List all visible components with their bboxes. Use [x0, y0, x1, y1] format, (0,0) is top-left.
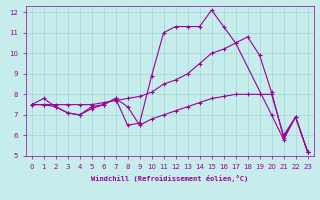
- X-axis label: Windchill (Refroidissement éolien,°C): Windchill (Refroidissement éolien,°C): [91, 175, 248, 182]
